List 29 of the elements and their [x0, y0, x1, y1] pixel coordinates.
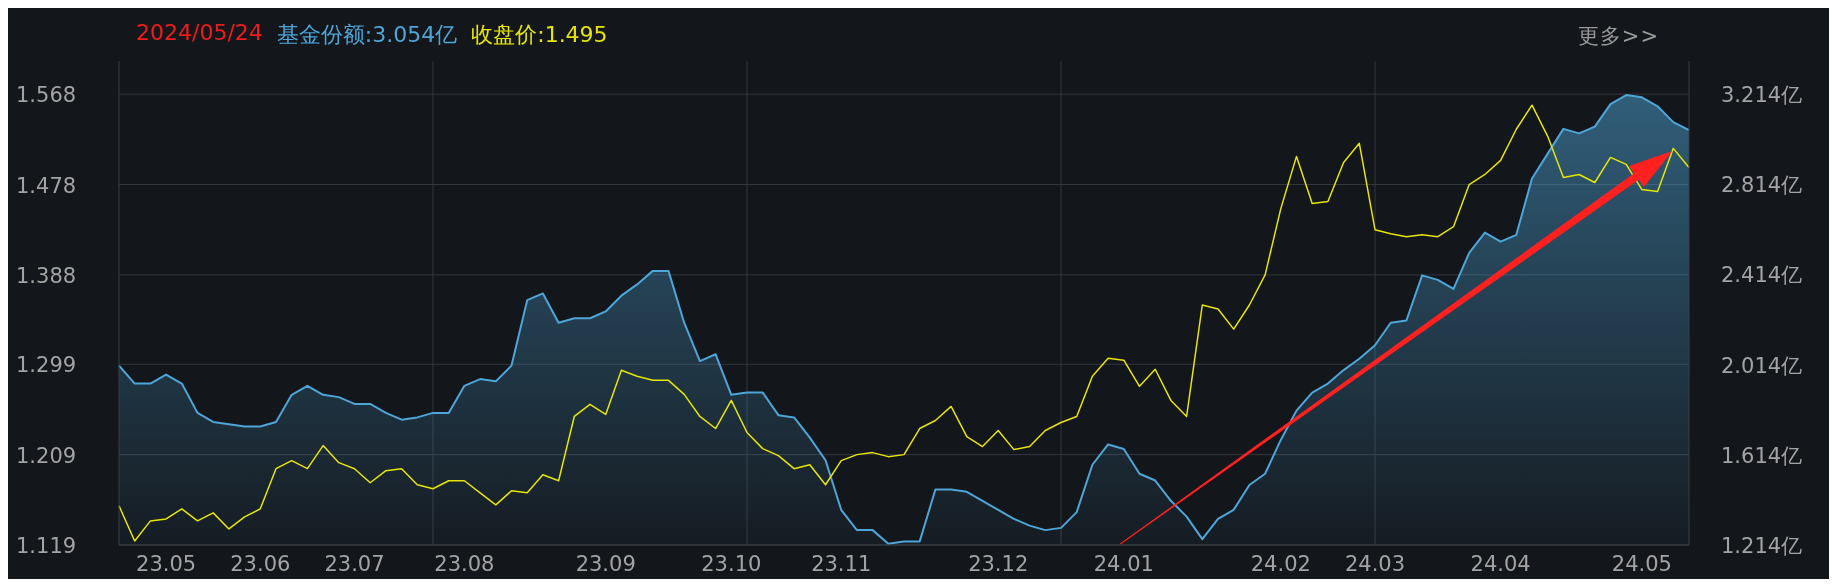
- x-tick-label: 24.05: [1611, 552, 1672, 576]
- y-tick-label: 1.388: [16, 263, 77, 288]
- y-tick-label: 1.209: [16, 443, 77, 468]
- y2-tick-label: 2.014亿: [1721, 353, 1803, 378]
- y-tick-label: 1.478: [16, 173, 77, 198]
- x-tick-label: 23.11: [811, 552, 872, 576]
- x-tick-label: 23.09: [575, 552, 636, 576]
- y2-tick-label: 2.814亿: [1721, 173, 1803, 198]
- x-tick-label: 24.01: [1093, 552, 1154, 576]
- x-tick-label: 24.02: [1250, 552, 1311, 576]
- x-tick-label: 23.10: [701, 552, 762, 576]
- y2-tick-label: 2.414亿: [1721, 263, 1803, 288]
- y-tick-label: 1.568: [16, 83, 77, 108]
- x-tick-label: 24.04: [1470, 552, 1531, 576]
- y2-tick-label: 1.614亿: [1721, 443, 1803, 468]
- y-tick-label: 1.299: [16, 353, 77, 378]
- text: 更多>>: [1577, 23, 1659, 50]
- x-tick-label: 23.12: [968, 552, 1029, 576]
- y2-tick-label: 1.214亿: [1721, 534, 1803, 558]
- text: 基金份额:3.054亿: [276, 21, 458, 49]
- x-tick-label: 24.03: [1344, 552, 1406, 576]
- text: 收盘价:1.495: [471, 21, 608, 49]
- x-tick-label: 23.07: [324, 552, 385, 576]
- y2-tick-label: 3.214亿: [1721, 83, 1803, 108]
- x-tick-label: 23.06: [230, 552, 291, 576]
- y-tick-label: 1.119: [16, 534, 77, 558]
- chart-title: 2024/05/24: [136, 20, 263, 47]
- x-tick-label: 23.05: [136, 552, 197, 576]
- x-tick-label: 23.08: [434, 552, 495, 576]
